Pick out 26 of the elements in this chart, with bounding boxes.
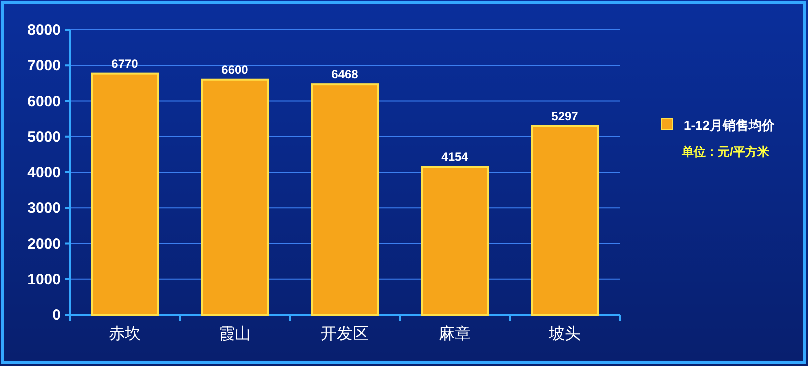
bar (421, 166, 489, 316)
bar (531, 125, 599, 316)
data-label: 5297 (552, 109, 579, 124)
x-tick-label: 开发区 (321, 326, 369, 343)
bar (91, 72, 159, 316)
x-tick-label: 霞山 (219, 325, 251, 343)
bar (311, 84, 379, 316)
data-label: 4154 (442, 150, 469, 164)
y-tick-label: 2000 (28, 236, 61, 253)
y-tick-label: 6000 (28, 93, 61, 110)
y-tick-label: 1000 (28, 271, 61, 288)
legend-label: 1-12月销售均价 (684, 118, 776, 133)
y-tick-label: 7000 (28, 58, 61, 75)
data-label: 6468 (332, 68, 359, 82)
y-tick-label: 0 (52, 307, 61, 324)
y-tick-label: 3000 (28, 200, 61, 218)
data-label: 6600 (222, 62, 249, 77)
data-label: 6770 (112, 56, 139, 71)
y-tick-label: 5000 (28, 128, 61, 146)
text: 单位：元/平方米 (681, 145, 770, 159)
bar (201, 78, 269, 316)
y-tick-label: 8000 (28, 22, 61, 39)
x-tick-label: 坡头 (548, 325, 581, 343)
y-tick-label: 4000 (28, 164, 61, 182)
x-tick-label: 麻章 (439, 325, 471, 343)
x-tick-label: 赤坎 (109, 325, 141, 343)
